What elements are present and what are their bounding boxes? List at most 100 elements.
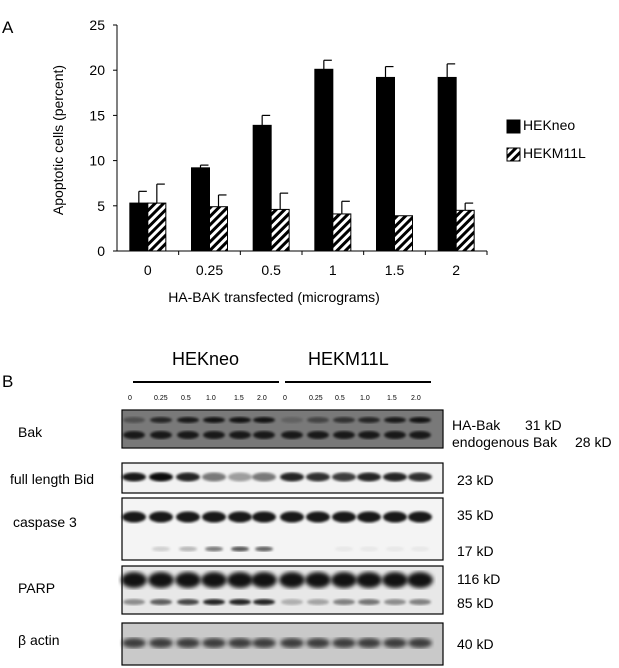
blot-band <box>231 546 249 552</box>
blot-band <box>305 572 331 588</box>
blot-band <box>252 511 276 523</box>
blot-band <box>150 417 172 423</box>
row-label-bid: full length Bid <box>10 471 95 487</box>
blot-band <box>229 417 251 423</box>
lane-label: 0.5 <box>335 395 345 402</box>
group-underline-hekneo <box>133 381 279 383</box>
blot-band <box>307 417 329 423</box>
lane-label: 0.25 <box>154 395 168 402</box>
blot-band <box>123 599 145 605</box>
blot-band <box>122 472 146 482</box>
x-tick-label: 0 <box>144 262 152 278</box>
blot-band <box>357 472 381 482</box>
blot-band <box>148 572 174 588</box>
legend-label-hekneo: HEKneo <box>523 117 576 133</box>
group-label-hekm11l: HEKM11L <box>308 349 389 369</box>
blot-band <box>150 431 172 439</box>
bar-hekm11l <box>394 215 413 252</box>
size-label-23kd: 23 kD <box>457 472 494 488</box>
blot-band <box>255 546 273 552</box>
blot-band <box>384 431 406 439</box>
blot-band <box>177 417 199 423</box>
band-label-ha-bak: HA-Bak <box>452 417 501 433</box>
legend-swatch-hekneo <box>506 119 521 134</box>
blot-band <box>150 599 172 605</box>
size-label-35kd: 35 kD <box>457 507 494 523</box>
blot-band <box>253 417 275 423</box>
y-tick-label: 25 <box>89 17 105 33</box>
legend-label-hekm11l: HEKM11L <box>523 145 586 161</box>
blot-band <box>203 431 225 439</box>
blot-band <box>332 638 356 648</box>
x-tick-label: 0.5 <box>261 262 281 278</box>
blot-band <box>306 472 330 482</box>
x-tick-label: 0.25 <box>196 262 223 278</box>
blot-band <box>123 431 145 439</box>
blot-band <box>279 572 305 588</box>
size-label-17kd: 17 kD <box>457 543 494 559</box>
blot-band <box>177 431 199 439</box>
lane-label: 0.25 <box>309 395 323 402</box>
blot-band <box>203 599 225 605</box>
size-label-28kd: 28 kD <box>575 434 612 450</box>
lane-label: 0.5 <box>181 395 191 402</box>
row-label-parp: PARP <box>18 580 56 596</box>
y-tick-label: 5 <box>97 198 105 214</box>
blot-band <box>409 417 431 423</box>
blot-band <box>358 417 380 423</box>
blot-band <box>332 472 356 482</box>
x-tick-label: 1.5 <box>385 262 405 278</box>
lane-label: 0 <box>283 395 287 402</box>
blot-band <box>227 572 253 588</box>
apoptosis-bar-chart: 0 5 10 15 20 25 0 0.25 0.5 1 1.5 2 <box>89 17 521 278</box>
blot-band <box>202 472 226 482</box>
blot-band <box>123 417 145 423</box>
blot-band <box>307 431 329 439</box>
lane-label: 1.5 <box>387 395 397 402</box>
panel-a-label: A <box>2 18 14 37</box>
row-label-actin: β actin <box>18 632 60 648</box>
group-underline-hekm11l <box>285 381 431 383</box>
size-label-31kd: 31 kD <box>525 417 562 433</box>
blot-band <box>333 431 355 439</box>
blot-band <box>122 511 146 523</box>
blot-band <box>382 572 408 588</box>
y-tick-label: 20 <box>89 62 105 78</box>
lane-label: 1.0 <box>206 395 216 402</box>
blot-band <box>409 599 431 605</box>
blot-band <box>253 431 275 439</box>
blot-band <box>357 511 381 523</box>
y-tick-label: 10 <box>89 153 105 169</box>
blot-band <box>252 472 276 482</box>
blot-band <box>306 511 330 523</box>
blot-band <box>333 599 355 605</box>
blot-band <box>358 599 380 605</box>
blot-band <box>408 472 432 482</box>
blot-band <box>177 599 199 605</box>
lane-label: 1.0 <box>360 395 370 402</box>
blot-band <box>383 472 407 482</box>
x-tick-label: 2 <box>452 262 460 278</box>
blot-band <box>228 638 252 648</box>
panel-b-label: B <box>2 372 14 391</box>
blot-band <box>408 638 432 648</box>
blot-band <box>408 511 432 523</box>
blot-band <box>331 572 357 588</box>
blot-band <box>205 546 223 552</box>
blot-band <box>203 417 225 423</box>
blot-band <box>121 572 147 588</box>
blot-band <box>384 599 406 605</box>
size-label-40kd: 40 kD <box>457 636 494 652</box>
blot-band <box>149 511 173 523</box>
blot-band <box>228 472 252 482</box>
blot-band <box>229 431 251 439</box>
blot-band <box>384 417 406 423</box>
blot-band <box>332 511 356 523</box>
y-tick-label: 15 <box>89 107 105 123</box>
blot-band <box>202 511 226 523</box>
blot-band <box>280 511 304 523</box>
row-label-caspase3: caspase 3 <box>13 514 77 530</box>
blot-band <box>252 638 276 648</box>
blot-band <box>281 431 303 439</box>
blot-band <box>280 638 304 648</box>
